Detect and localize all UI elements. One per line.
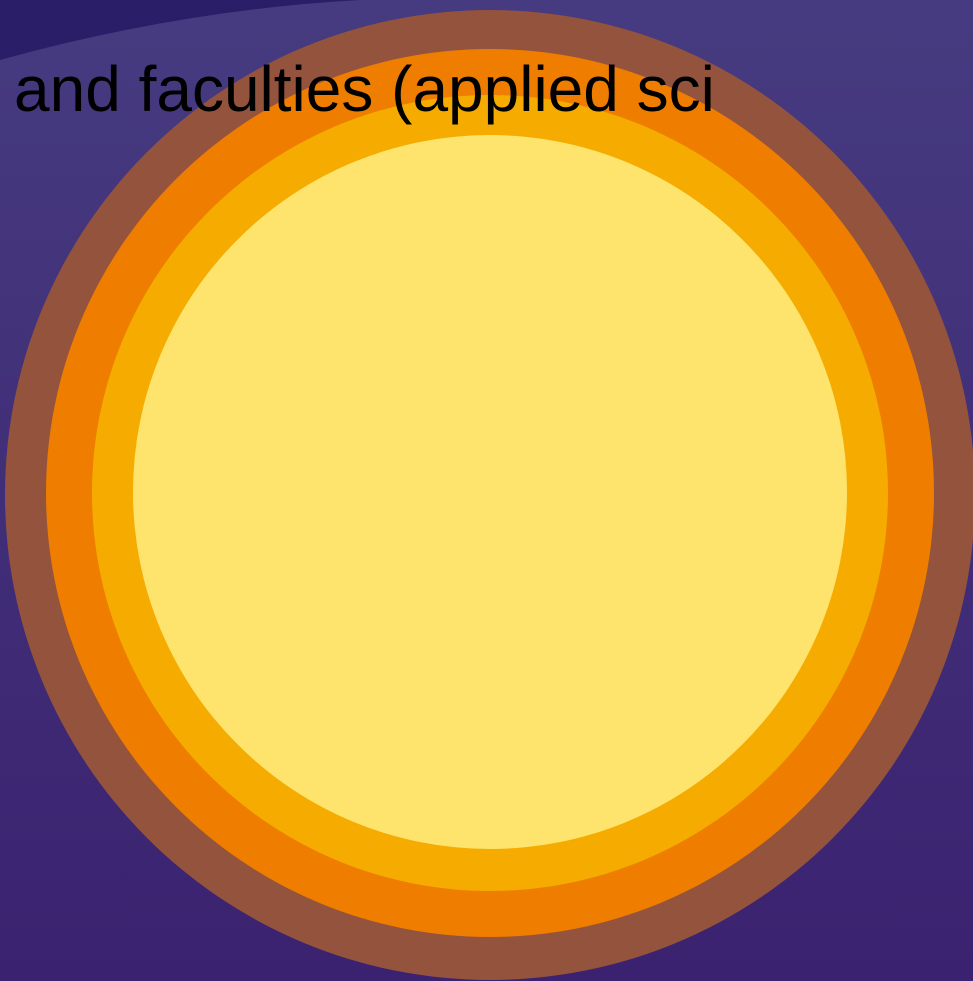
- swoosh: [0, 0, 360, 60]
- slide-text: and faculties (applied sci: [14, 53, 715, 125]
- core: [133, 135, 847, 849]
